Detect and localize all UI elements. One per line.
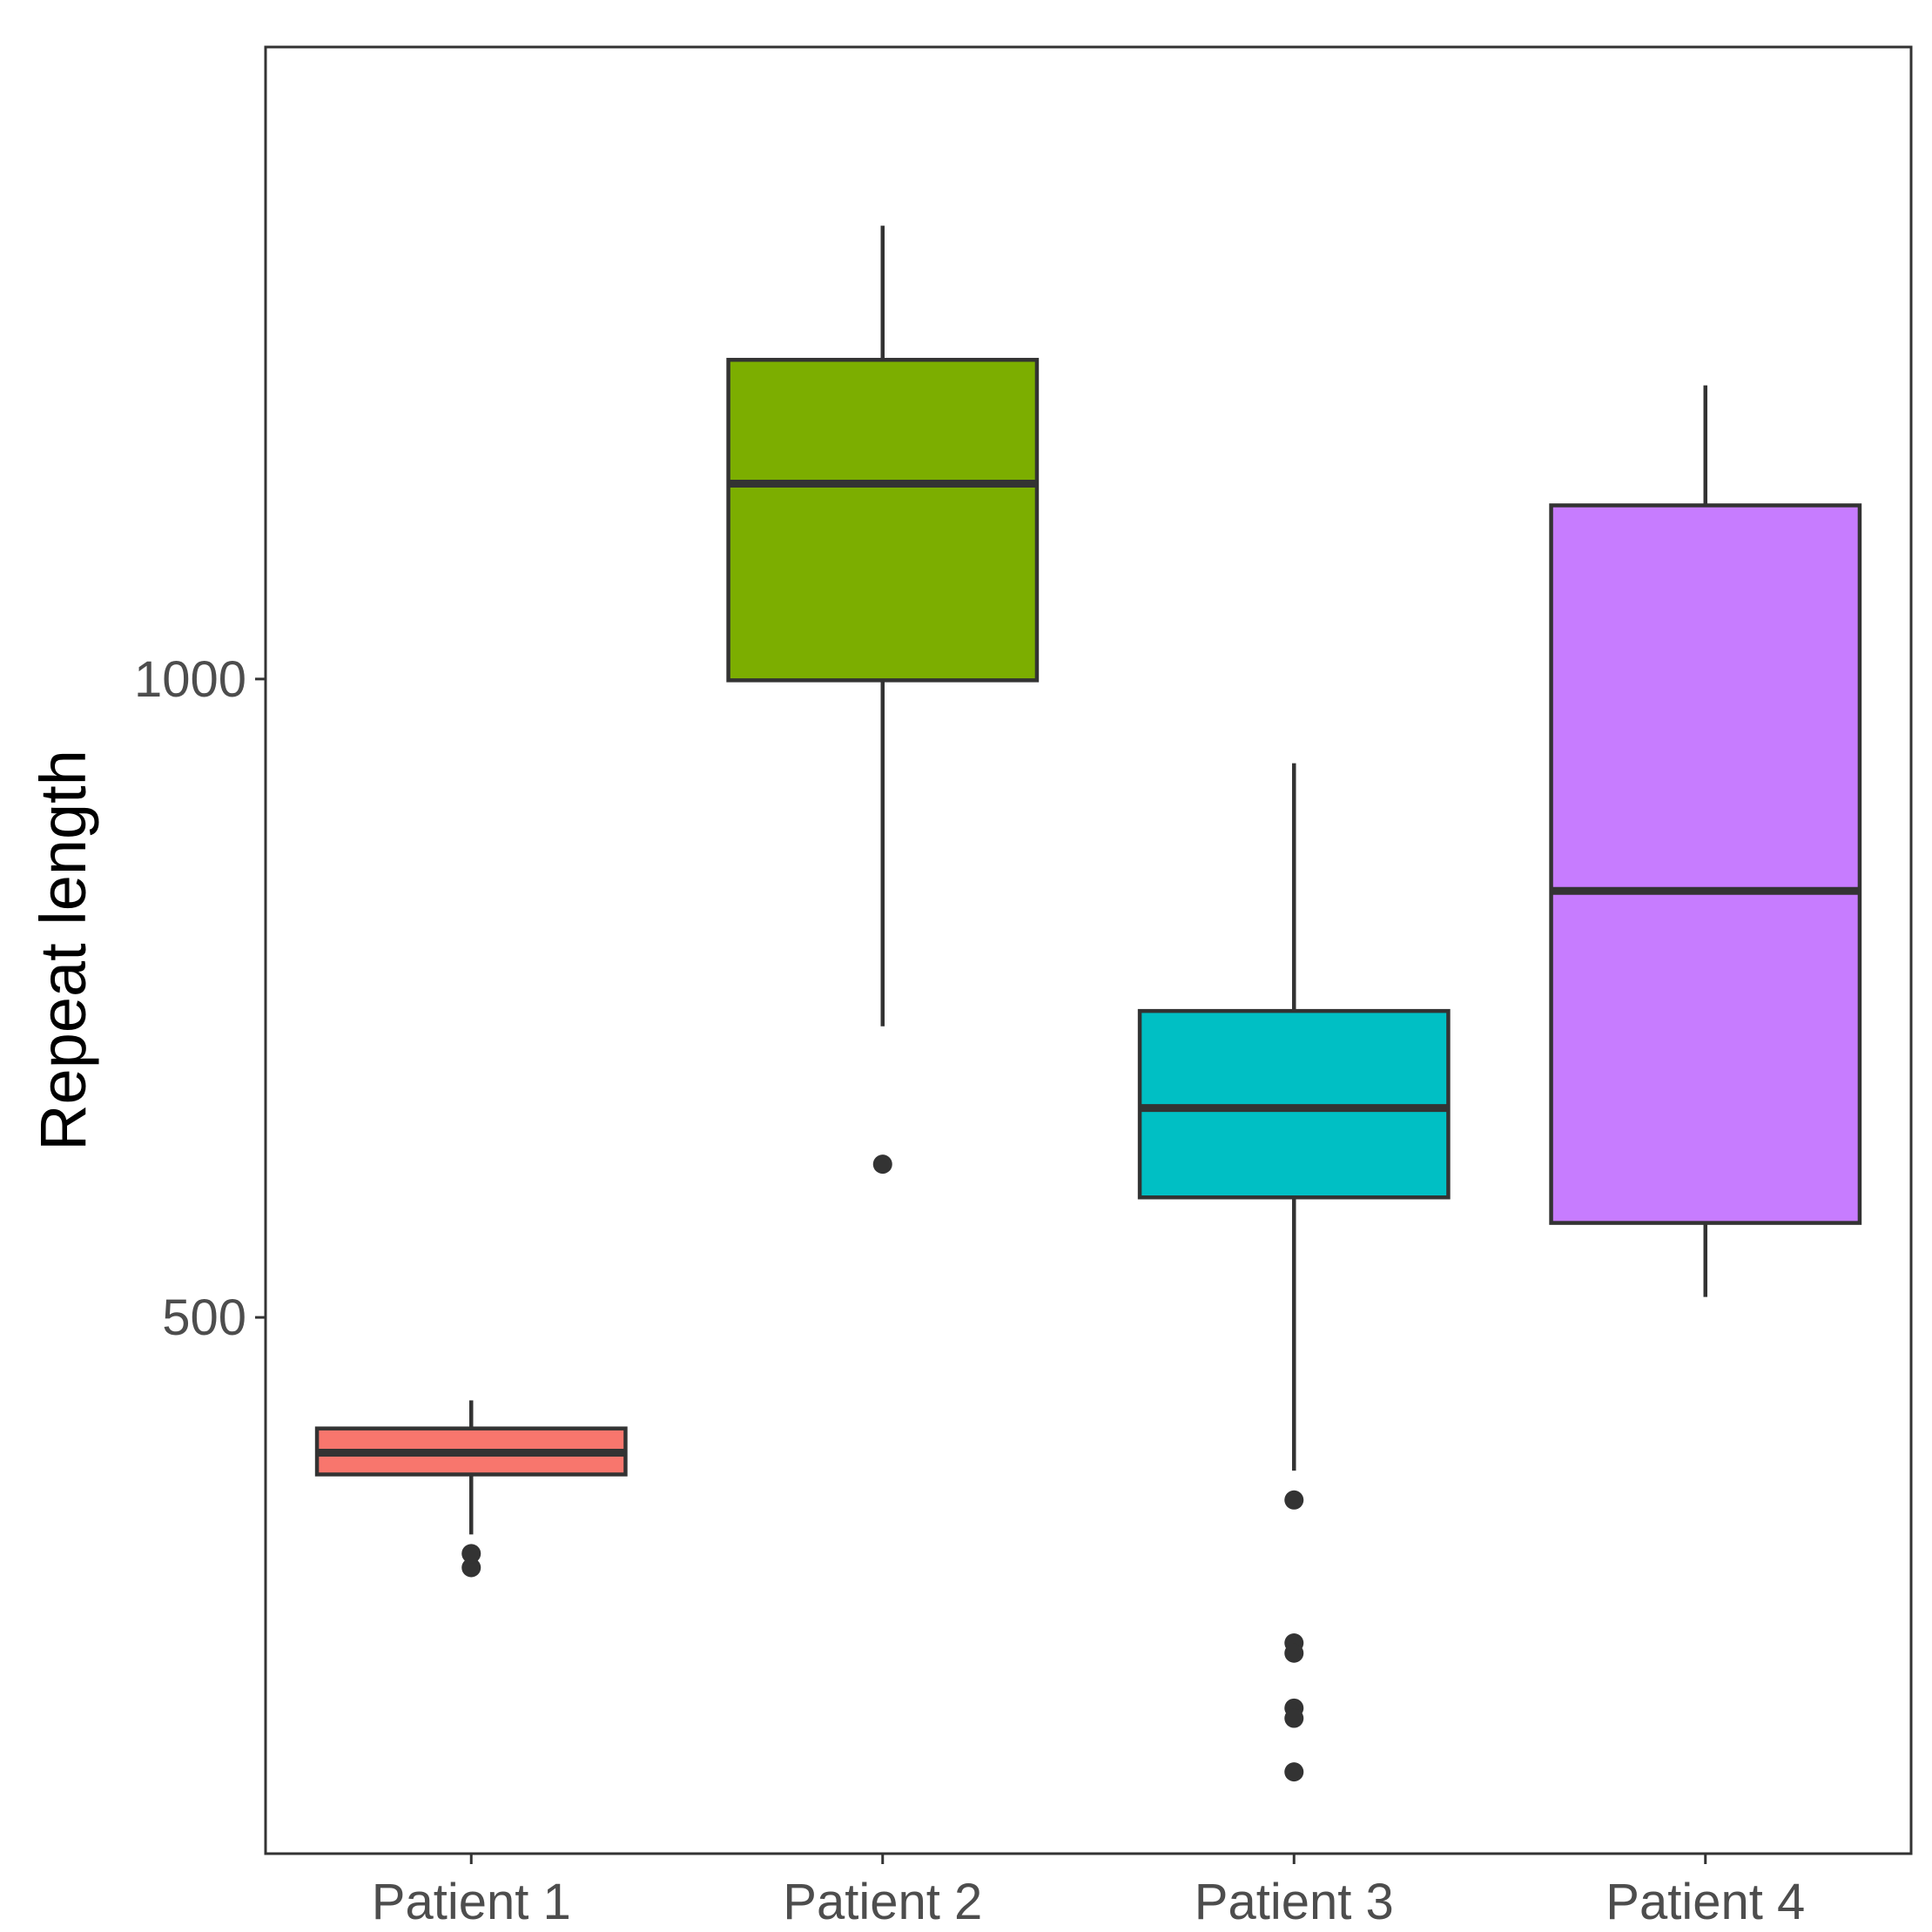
outlier-point: [461, 1558, 481, 1578]
outlier-point: [461, 1544, 481, 1564]
x-axis: Patient 1 Patient 2 Patient 3 Patient 4: [372, 1854, 1805, 1930]
outlier-point: [1284, 1708, 1304, 1728]
y-tick-label: 500: [162, 1289, 246, 1346]
x-tick-label: Patient 2: [783, 1874, 982, 1930]
iqr-box: [726, 358, 1040, 683]
y-axis: 500 1000: [134, 651, 266, 1346]
x-tick-label: Patient 4: [1606, 1874, 1805, 1930]
x-tick-label: Patient 1: [372, 1874, 571, 1930]
x-tick-label: Patient 3: [1195, 1874, 1394, 1930]
y-tick-label: 1000: [134, 651, 246, 708]
box-patient-1: [314, 1400, 628, 1578]
outlier-point: [1284, 1762, 1304, 1782]
outlier-point: [872, 1154, 892, 1175]
plot-panel-border: [264, 45, 1913, 1855]
iqr-box: [1549, 503, 1862, 1225]
box-patient-2: [726, 226, 1040, 1175]
outlier-point: [1284, 1490, 1304, 1510]
chart-marks: [314, 226, 1862, 1782]
box-patient-3: [1137, 763, 1451, 1782]
y-axis-title: Repeat length: [27, 750, 99, 1151]
box-patient-4: [1549, 385, 1862, 1297]
outlier-point: [1284, 1643, 1304, 1663]
